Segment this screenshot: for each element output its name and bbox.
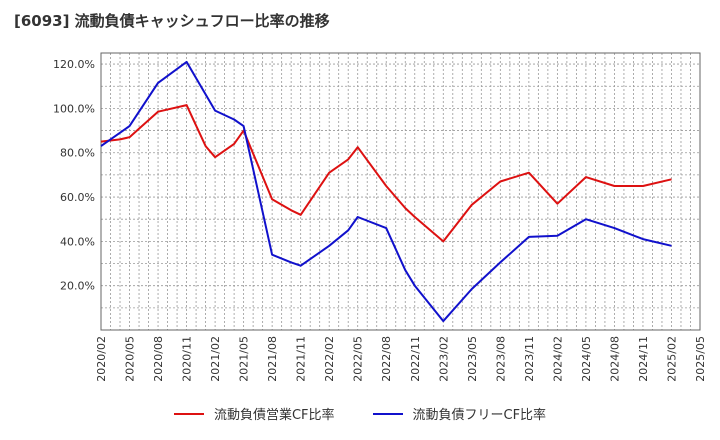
x-tick-label: 2025/05: [694, 336, 707, 382]
y-tick-label: 80.0%: [60, 147, 95, 160]
y-tick-label: 20.0%: [60, 280, 95, 293]
x-tick-label: 2022/02: [323, 336, 336, 382]
series-line-operating-cf: [100, 104, 672, 243]
x-tick-label: 2024/02: [551, 336, 564, 382]
x-tick-label: 2023/11: [523, 336, 536, 382]
x-tick-label: 2024/11: [637, 336, 650, 382]
legend-swatch-free-cf: [372, 412, 403, 415]
x-tick-label: 2022/11: [409, 336, 422, 382]
legend-swatch-operating-cf: [173, 412, 204, 415]
legend-label-operating-cf: 流動負債営業CF比率: [213, 408, 335, 423]
legend-item-operating-cf: 流動負債営業CF比率: [173, 404, 335, 423]
x-tick-label: 2020/08: [152, 336, 165, 382]
y-tick-label: 40.0%: [60, 235, 95, 248]
plot-area: [101, 53, 700, 330]
x-tick-label: 2023/02: [437, 336, 450, 382]
x-tick-label: 2023/05: [466, 336, 479, 382]
y-tick-label: 60.0%: [60, 191, 95, 204]
chart-legend: 流動負債営業CF比率 流動負債フリーCF比率: [0, 404, 720, 423]
x-tick-label: 2024/08: [608, 336, 621, 382]
x-tick-label: 2020/02: [95, 336, 108, 382]
x-tick-label: 2021/08: [266, 336, 279, 382]
legend-label-free-cf: 流動負債フリーCF比率: [412, 408, 547, 423]
x-tick-label: 2021/11: [295, 336, 308, 382]
legend-item-free-cf: 流動負債フリーCF比率: [372, 404, 547, 423]
x-tick-label: 2021/05: [238, 336, 251, 382]
y-tick-label: 120.0%: [53, 58, 95, 71]
series-line-free-cf: [100, 60, 672, 323]
chart-title: [6093] 流動負債キャッシュフロー比率の推移: [14, 12, 330, 30]
x-tick-label: 2020/05: [124, 336, 137, 382]
x-tick-label: 2020/11: [181, 336, 194, 382]
plot-border: [100, 52, 701, 331]
x-tick-label: 2022/05: [352, 336, 365, 382]
x-tick-label: 2024/05: [580, 336, 593, 382]
x-tick-label: 2023/08: [494, 336, 507, 382]
x-tick-label: 2022/08: [380, 336, 393, 382]
x-tick-label: 2025/02: [665, 336, 678, 382]
y-tick-label: 100.0%: [53, 102, 95, 115]
x-tick-label: 2021/02: [209, 336, 222, 382]
